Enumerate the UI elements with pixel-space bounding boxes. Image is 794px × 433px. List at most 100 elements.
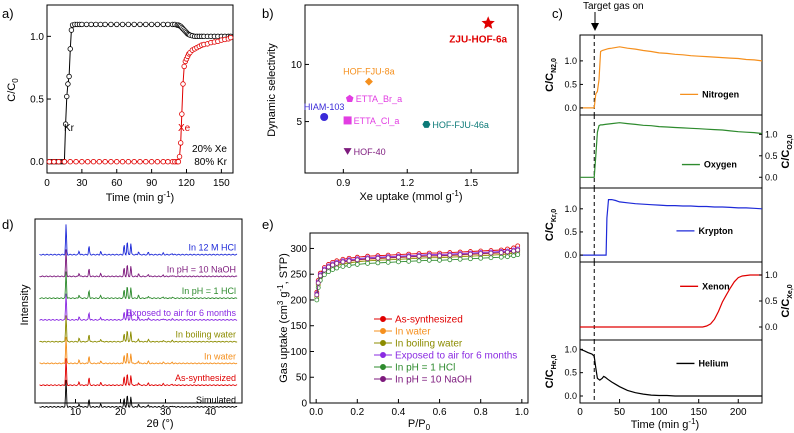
panel-b-marker-zju-hof-6a (481, 16, 495, 29)
panel-a: a) 0 30 60 90 120 150 0.0 0.5 1.0 Time (min g-1)… (2, 4, 234, 204)
panel-a-xtick-label: 120 (178, 178, 195, 189)
panel-c-xaxis: 0 50 100 150 200 (577, 399, 747, 418)
panel-a-point-kr (67, 46, 73, 52)
panel-c-ylabel-main: C/C (780, 299, 792, 318)
panel-c-xtick-label: 100 (651, 407, 668, 418)
panel-e-point (488, 255, 494, 261)
panel-e-point (437, 253, 442, 259)
panel-b-xlabel: Xe uptake (mmol g-1) (359, 189, 462, 203)
panel-a-point-xe (181, 63, 187, 70)
panel-c-line-krypton (580, 199, 763, 256)
panel-a-xe-label: Xe (178, 123, 191, 134)
panel-c-xtick-label: 50 (614, 407, 626, 418)
panel-c-subplot-helium: 0.0 0.5 1.0 C/CHe,0 Helium (544, 339, 763, 404)
panel-c-ytick-label: 0.5 (765, 296, 778, 306)
panel-e-axes: 0.0 0.2 0.4 0.6 0.8 1.0 0 50 100 150 200 250 300 (290, 244, 529, 418)
panel-e-ytick-label: 0 (301, 399, 307, 410)
panel-c-ylabel: C/CO2,0 (780, 134, 794, 168)
panel-a-point-kr (108, 21, 114, 28)
panel-e-point (511, 248, 517, 254)
panel-a-point-kr (97, 21, 104, 28)
panel-e-point (314, 297, 320, 303)
panel-a-point-kr (64, 93, 70, 100)
panel-a-point-kr (160, 21, 166, 28)
panel-e-legend-marker (380, 328, 386, 334)
panel-a-point-kr (62, 121, 69, 127)
panel-e-point (315, 280, 321, 286)
panel-e-legend-label: In pH = 1 HCl (395, 363, 455, 374)
panel-a-xtick-label: 90 (146, 178, 158, 189)
panel-e-series (314, 243, 521, 303)
panel-e-point (468, 256, 473, 262)
panel-e-ytick-label: 200 (290, 295, 307, 306)
panel-c: c) Target gas on 0.00.51.0C/CN2,0Nitroge… (544, 1, 794, 431)
panel-c-ytick-label: 0.5 (765, 151, 778, 161)
panel-c-legend-label: Xenon (702, 281, 730, 291)
panel-e-point (385, 259, 391, 265)
panel-e-legend-marker (380, 376, 386, 382)
panel-c-ylabel-main: C/C (544, 369, 556, 388)
panel-e-point (317, 273, 323, 279)
panel-c-ylabel-main: C/C (544, 73, 556, 92)
panel-e-point (447, 257, 453, 263)
panel-d-trace (39, 293, 238, 321)
panel-d-trace-label: Exposed to air for 6 months (126, 308, 237, 318)
panel-b-xtick-label: 0.9 (336, 178, 350, 189)
panel-c-legend-label: Nitrogen (702, 89, 739, 99)
panel-b-marker-etta-cl-a (343, 116, 352, 125)
panel-a-axes: 0 30 60 90 120 150 0.0 0.5 1.0 (30, 32, 230, 189)
panel-e-point (406, 254, 412, 260)
panel-c-subplots: 0.00.51.0C/CN2,0Nitrogen0.00.51.0C/CO2,0… (544, 34, 794, 404)
panel-a-note-line2: 80% Kr (194, 157, 227, 168)
panel-c-ylabel: C/CKr,0 (544, 209, 558, 241)
panel-e-legend-marker (380, 340, 386, 346)
panel-a-frame (46, 4, 234, 174)
panel-b-point-label: HOF-FJU-8a (343, 67, 395, 77)
panel-c-ylabel-sub: O2,0 (787, 134, 794, 149)
panel-e-legend-marker (380, 364, 386, 370)
panel-e-legend-label: In boiling water (395, 339, 463, 350)
panel-c-subplot-nitrogen: 0.0 0.5 1.0 C/CN2,0 Nitrogen (544, 34, 763, 116)
panel-a-point-xe (180, 81, 186, 87)
panel-c-frame (579, 114, 763, 189)
panel-e-point (354, 257, 360, 263)
panel-a-point-kr (68, 27, 75, 33)
panel-e-point (505, 249, 510, 255)
panel-c-ytick-label: 1.0 (564, 344, 577, 354)
panel-a-point-xe (114, 159, 120, 165)
panel-b-point-label: HIAM-103 (304, 102, 345, 112)
panel-e-point (457, 252, 463, 258)
panel-a-point-kr (93, 21, 99, 28)
panel-b-marker-etta-br-a (345, 94, 354, 102)
panel-e: e) 0.0 0.2 0.4 0.6 0.8 1.0050100150200250300 … (262, 217, 529, 432)
panel-e-xtick-label: 0.8 (474, 407, 488, 418)
panel-a-point-xe (176, 154, 183, 160)
panel-c-ylabel: C/CN2,0 (544, 58, 558, 92)
panel-d-trace-label: In water (204, 351, 236, 361)
panel-e-ytick-label: 100 (290, 347, 307, 358)
panel-e-legend-label: In pH = 10 NaOH (395, 375, 472, 386)
panel-b-marker-hof-fju-8a (364, 77, 373, 86)
panel-c-ylabel: C/CHe,0 (544, 355, 558, 389)
panel-c-frame (579, 261, 763, 341)
panel-e-xtick-label: 0.0 (309, 407, 323, 418)
panel-a-point-kr (148, 21, 155, 28)
panel-d-trace-label: In boiling water (175, 330, 236, 340)
panel-c-xlabel: Time (min g-1) (631, 417, 699, 431)
panel-d-trace-label: In pH = 10 NaOH (167, 264, 236, 274)
panel-e-point (511, 253, 517, 259)
panel-a-point-kr (102, 21, 108, 28)
panel-b-point-label: HOF-40 (354, 147, 386, 157)
panel-b-ylabel: Dynamic selectivity (266, 43, 278, 137)
panel-e-point (334, 265, 340, 271)
panel-d-trace (39, 358, 238, 387)
panel-a-point-xe (160, 159, 166, 165)
panel-a-label: a) (2, 6, 14, 21)
panel-e-ytick-label: 50 (296, 373, 308, 384)
panel-c-ytick-label: 0.5 (564, 79, 577, 89)
panel-a-point-xe (79, 159, 85, 165)
panel-a-point-kr (131, 21, 137, 28)
panel-a-point-xe (131, 159, 137, 165)
